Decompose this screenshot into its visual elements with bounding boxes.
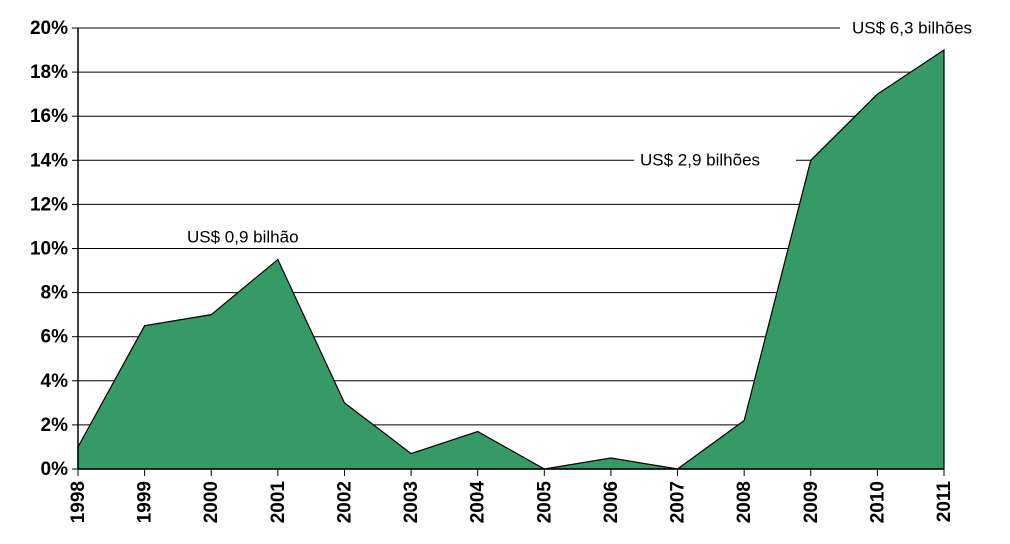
x-tick-label: 2001 (268, 481, 289, 524)
y-tick-label: 8% (41, 283, 69, 304)
y-tick-label: 10% (30, 239, 68, 260)
annotation-bg (181, 226, 349, 248)
annotation-bg (634, 149, 796, 171)
x-tick-label: 1999 (135, 481, 156, 523)
x-tick-label: 2007 (668, 481, 689, 523)
x-tick-label: 2004 (468, 481, 489, 524)
y-tick-label: 14% (30, 150, 68, 171)
x-tick-label: 2011 (934, 481, 955, 523)
x-tick-label: 2000 (201, 481, 222, 523)
x-tick-label: 1998 (68, 481, 89, 523)
x-tick-label: 2002 (334, 481, 355, 523)
x-tick-label: 2008 (734, 481, 755, 523)
x-tick-label: 2005 (534, 481, 555, 524)
y-tick-label: 2% (41, 415, 69, 436)
x-tick-label: 2003 (401, 481, 422, 523)
x-tick-label: 2006 (601, 481, 622, 523)
annotation: US$ 0,9 bilhão (187, 227, 299, 246)
x-tick-label: 2010 (867, 481, 888, 523)
y-tick-label: 4% (41, 371, 69, 392)
y-tick-label: 20% (30, 18, 68, 39)
annotation: US$ 2,9 bilhões (640, 150, 760, 169)
y-tick-label: 16% (30, 106, 68, 127)
y-tick-label: 18% (30, 62, 68, 83)
annotation-bg (846, 17, 1009, 39)
x-tick-label: 2009 (801, 481, 822, 523)
y-tick-label: 12% (30, 194, 68, 215)
annotation: US$ 6,3 bilhões (852, 18, 972, 37)
y-tick-label: 0% (41, 459, 69, 480)
area (77, 48, 945, 470)
y-tick-label: 6% (41, 327, 69, 348)
